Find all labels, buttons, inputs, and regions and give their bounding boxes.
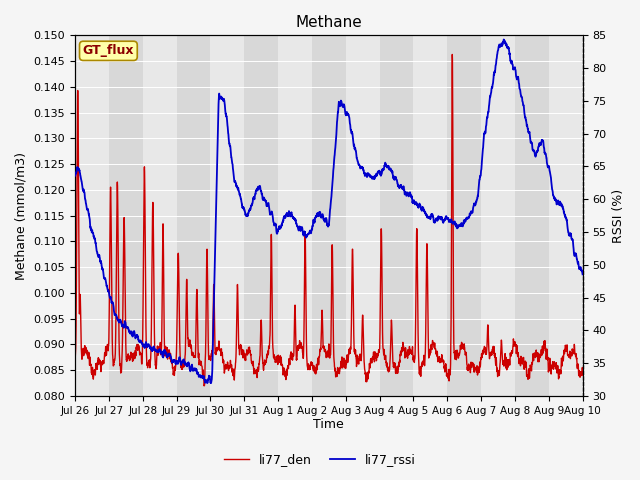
li77_rssi [500,36,508,42]
Line: li77_rssi: li77_rssi [75,39,582,383]
Bar [278,36,312,396]
Bar [244,36,278,396]
Y-axis label: RSSI (%): RSSI (%) [612,189,625,243]
Bar [109,36,143,396]
Y-axis label: Methane (mmol/m3): Methane (mmol/m3) [15,152,28,280]
Bar [380,36,413,396]
Bar [447,36,481,396]
li77_den [71,359,79,364]
li77_rssi [207,380,215,386]
Line: li77_den: li77_den [75,54,582,386]
li77_den [449,51,456,57]
li77_den [579,372,586,377]
li77_rssi [266,211,274,216]
li77_rssi [569,239,577,245]
Bar [515,36,548,396]
li77_den [569,350,577,356]
X-axis label: Time: Time [314,419,344,432]
Bar [413,36,447,396]
li77_den [288,355,296,360]
li77_rssi [129,333,137,339]
Title: Methane: Methane [296,15,362,30]
li77_rssi [515,75,522,81]
Bar [346,36,380,396]
Bar [481,36,515,396]
li77_rssi [288,213,296,218]
li77_den [266,335,274,340]
Bar [177,36,211,396]
Legend: li77_den, li77_rssi: li77_den, li77_rssi [219,448,421,471]
li77_rssi [159,354,167,360]
li77_rssi [71,173,79,179]
li77_den [159,221,167,227]
li77_den [515,352,522,358]
Bar [75,36,109,396]
li77_den [129,354,137,360]
li77_rssi [579,272,586,277]
li77_den [200,383,208,389]
Text: GT_flux: GT_flux [83,44,134,57]
Bar [312,36,346,396]
Bar [143,36,177,396]
Bar [211,36,244,396]
Bar [548,36,582,396]
